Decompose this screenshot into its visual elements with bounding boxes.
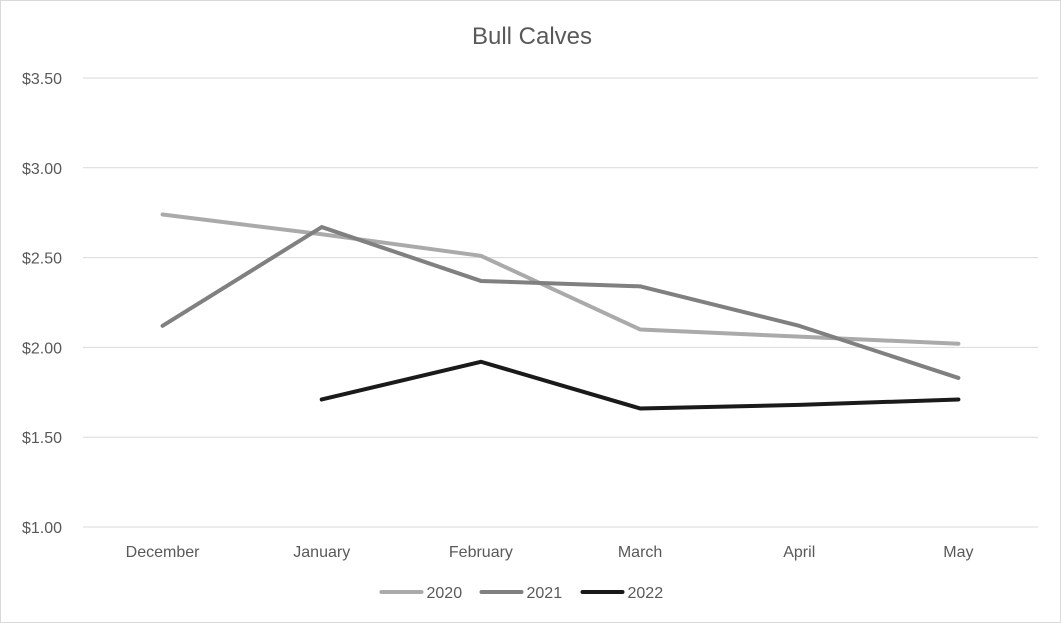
y-tick-label: $2.50 — [22, 251, 62, 268]
y-tick-label: $3.00 — [22, 161, 62, 178]
legend-item-2022: 2022 — [580, 585, 664, 602]
x-tick-label: May — [943, 544, 973, 561]
legend-label: 2020 — [427, 585, 463, 602]
x-tick-label: March — [618, 544, 662, 561]
y-axis-ticks: $1.00 $1.50 $2.00 $2.50 $3.00 $3.50 — [22, 71, 62, 537]
x-tick-label: February — [449, 544, 513, 561]
series-line-2021 — [160, 225, 961, 380]
legend: 2020 2021 2022 — [379, 585, 664, 602]
series-line-2020 — [160, 212, 961, 346]
y-tick-label: $1.50 — [22, 430, 62, 447]
gridlines — [83, 77, 1038, 528]
y-tick-label: $2.00 — [22, 340, 62, 357]
legend-label: 2022 — [628, 585, 664, 602]
x-tick-label: January — [293, 544, 350, 561]
x-tick-label: December — [126, 544, 200, 561]
y-tick-label: $1.00 — [22, 520, 62, 537]
legend-item-2020: 2020 — [379, 585, 463, 602]
chart-title: Bull Calves — [472, 23, 592, 50]
y-tick-label: $3.50 — [22, 71, 62, 88]
x-tick-label: April — [783, 544, 815, 561]
series-lines — [160, 212, 961, 411]
series-line-2022 — [319, 359, 961, 411]
x-axis-ticks: December January February March April May — [126, 544, 974, 561]
legend-item-2021: 2021 — [479, 585, 563, 602]
legend-label: 2021 — [527, 585, 563, 602]
